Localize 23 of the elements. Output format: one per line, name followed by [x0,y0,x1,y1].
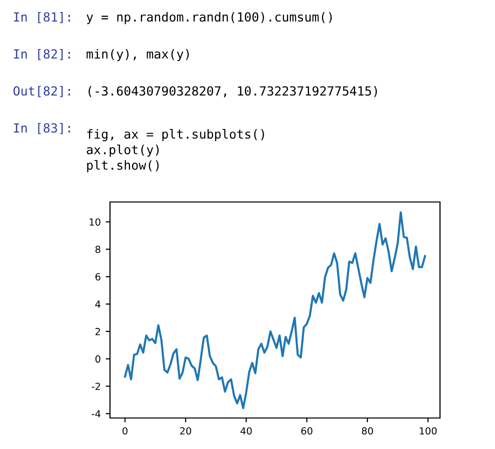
text: (-3.60430790328207, 10.732237192775415) [88,86,377,98]
text: y = np.random.randn(100).cumsum() [86,12,332,24]
y-tick-label: 4 [95,300,100,308]
y-tick-label: 10 [90,218,100,226]
text: fig, ax = plt.subplots() ax.plot(y) plt.show() [86,129,264,172]
y-tick-label: 6 [95,273,100,280]
y-tick-label: -2 [92,382,100,390]
y-tick-label: -4 [92,410,100,418]
x-tick-label: 0 [122,427,128,435]
x-tick-label: 20 [180,427,192,435]
y-tick-label: 0 [95,355,100,363]
x-tick-label: 80 [362,427,373,435]
y-tick-label: 8 [95,246,100,254]
text: min(y), max(y) [86,48,189,62]
x-tick-label: 40 [240,427,252,435]
x-tick-label: 100 [420,427,437,435]
text: Out[82]: [14,86,70,98]
y-tick-label: 2 [96,328,100,336]
text: In [82]: [14,48,70,60]
text: In [81]: [14,12,70,24]
text: In [83]: [14,122,70,134]
x-tick-label: 60 [301,427,312,435]
line-series [124,211,426,410]
